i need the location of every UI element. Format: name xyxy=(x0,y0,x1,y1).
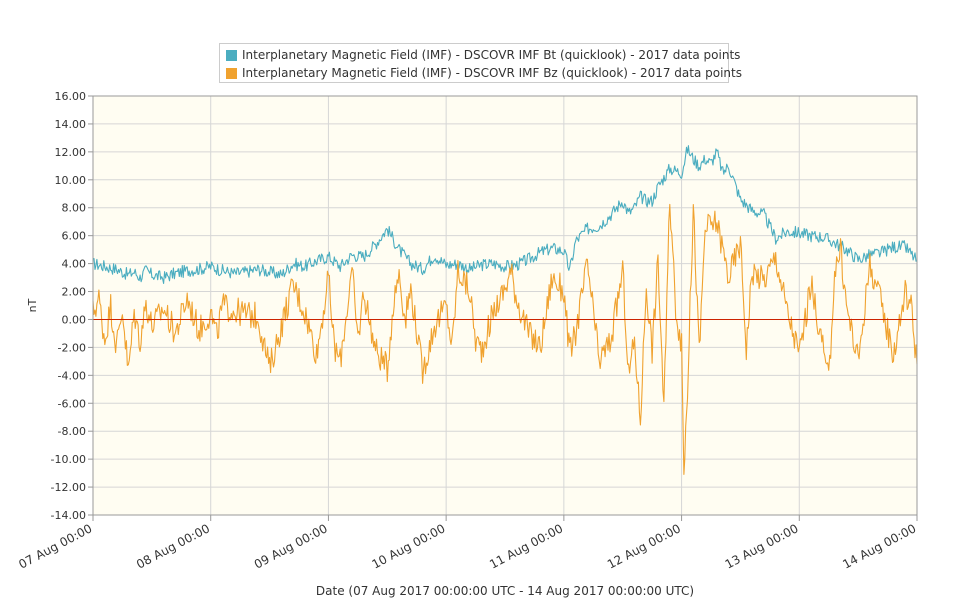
y-tick-label: -10.00 xyxy=(51,453,86,466)
y-tick-label: -8.00 xyxy=(58,425,86,438)
y-tick-label: 16.00 xyxy=(55,90,87,103)
legend-swatch-bt xyxy=(226,49,237,61)
legend-item-bz[interactable]: Interplanetary Magnetic Field (IMF) - DS… xyxy=(226,64,742,82)
x-axis-ticks: 07 Aug 00:00 08 Aug 00:00 09 Aug 00:00 10 A… xyxy=(16,515,918,572)
x-tick-label: 12 Aug 00:00 xyxy=(605,521,683,571)
x-tick-label: 14 Aug 00:00 xyxy=(840,521,918,571)
x-tick-label: 10 Aug 00:00 xyxy=(370,521,448,571)
y-tick-label: 0.00 xyxy=(62,313,87,326)
series-layer xyxy=(92,145,918,475)
plot-area xyxy=(93,96,917,515)
y-gridlines xyxy=(93,95,917,516)
plot-border xyxy=(92,95,918,516)
y-tick-label: -14.00 xyxy=(51,509,86,522)
x-axis-title: Date (07 Aug 2017 00:00:00 UTC - 14 Aug … xyxy=(316,584,694,598)
y-tick-label: -6.00 xyxy=(58,397,86,410)
legend-swatch-bz xyxy=(226,67,237,79)
y-tick-label: 10.00 xyxy=(55,174,87,187)
x-tick-label: 08 Aug 00:00 xyxy=(134,521,212,571)
legend-label-bt: Interplanetary Magnetic Field (IMF) - DS… xyxy=(242,48,741,62)
y-tick-label: 4.00 xyxy=(62,258,87,271)
y-tick-label: 8.00 xyxy=(62,202,87,215)
y-tick-label: -4.00 xyxy=(58,369,86,382)
x-tick-label: 11 Aug 00:00 xyxy=(487,521,565,571)
y-axis-ticks: 16.00 14.00 12.00 10.00 8.00 6.00 4.00 2.00 0.00… xyxy=(51,90,93,522)
y-tick-label: 2.00 xyxy=(62,286,87,299)
y-axis-title: nT xyxy=(26,298,39,312)
y-tick-label: 14.00 xyxy=(55,118,87,131)
y-tick-label: -2.00 xyxy=(58,341,86,354)
x-tick-label: 13 Aug 00:00 xyxy=(723,521,801,571)
legend: Interplanetary Magnetic Field (IMF) - DS… xyxy=(219,43,742,83)
series-line-bz xyxy=(92,203,918,475)
y-tick-label: 6.00 xyxy=(62,230,87,243)
y-tick-label: -12.00 xyxy=(51,481,86,494)
legend-item-bt[interactable]: Interplanetary Magnetic Field (IMF) - DS… xyxy=(226,46,740,64)
y-tick-label: 12.00 xyxy=(55,146,87,159)
x-tick-label: 09 Aug 00:00 xyxy=(252,521,330,571)
x-tick-label: 07 Aug 00:00 xyxy=(16,521,94,571)
legend-label-bz: Interplanetary Magnetic Field (IMF) - DS… xyxy=(242,66,742,80)
series-line-bt xyxy=(92,145,918,284)
